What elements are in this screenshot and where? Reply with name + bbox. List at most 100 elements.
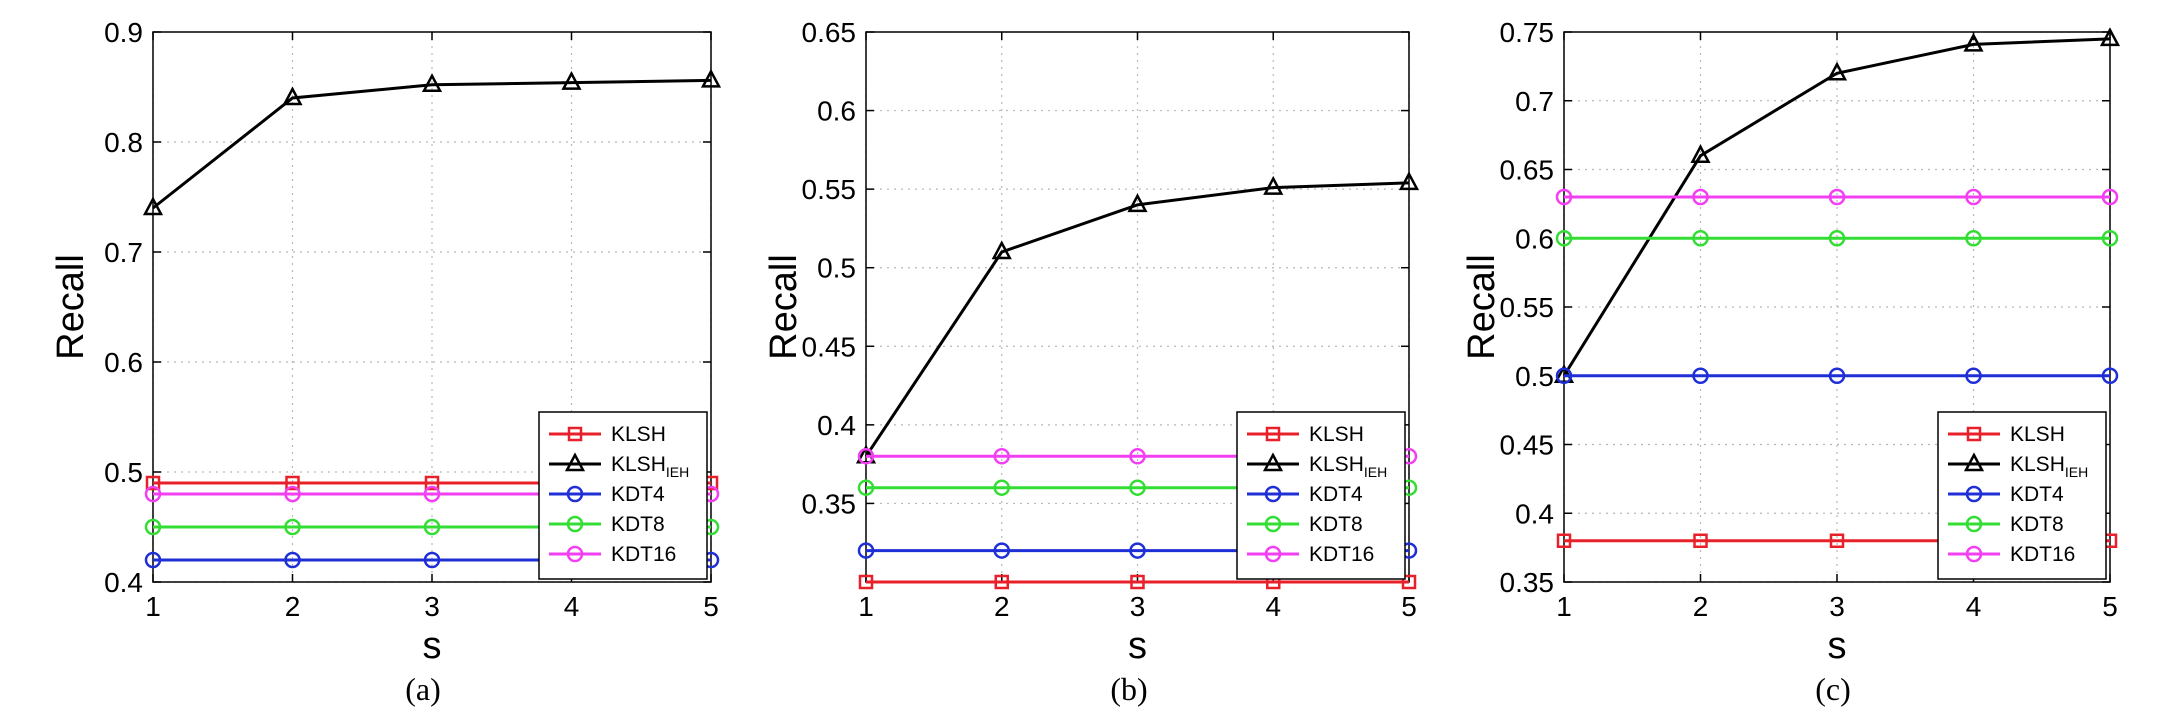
panel-caption: (c) <box>1815 671 1851 707</box>
data-point <box>1965 188 1982 206</box>
data-point <box>1555 367 1573 384</box>
legend-label: KLSHIEH <box>2010 453 2088 480</box>
legend-label: KLSH <box>1309 423 1364 446</box>
data-point <box>2101 367 2119 384</box>
y-tick-label: 0.5 <box>1515 361 1554 392</box>
y-tick-label: 0.65 <box>802 17 857 48</box>
y-tick-label: 0.55 <box>1500 292 1555 323</box>
legend-label-text: KDT16 <box>611 543 676 566</box>
data-point <box>1127 193 1148 213</box>
data-point <box>1555 230 1573 247</box>
series-line <box>864 181 1410 458</box>
legend-label: KDT16 <box>611 543 676 566</box>
series-klsh-ieh <box>142 68 722 216</box>
data-point <box>1556 533 1572 548</box>
legend-label-text: KDT8 <box>1309 513 1363 536</box>
series-kdt4 <box>1555 367 2119 384</box>
x-tick-label: 5 <box>1401 591 1417 622</box>
data-point <box>1693 533 1708 548</box>
x-tick-label: 1 <box>858 591 874 622</box>
data-point <box>1965 367 1982 384</box>
legend-label-text: KLSH <box>2010 453 2065 476</box>
data-point <box>144 518 162 536</box>
legend-label-text: KDT16 <box>1309 543 1374 566</box>
legend-label-text: KLSH <box>1309 453 1364 476</box>
legend-entry-klsh-ieh: KLSHIEH <box>1948 452 2088 480</box>
chart-panel-c: 1 2 3 4 5 0.35 0.4 0.45 0.5 0.55 0.6 0.65 0.7 0.75 s Re… <box>1461 17 2121 707</box>
series-line <box>152 78 712 210</box>
legend-marker <box>1966 426 1982 442</box>
panel-caption: (a) <box>405 671 441 707</box>
legend-entry-kdt8: KDT8 <box>1948 513 2064 536</box>
legend-label: KLSHIEH <box>611 453 689 480</box>
data-point <box>2101 230 2119 247</box>
data-point <box>993 448 1010 465</box>
legend-label: KDT16 <box>2010 543 2075 566</box>
x-tick-label: 3 <box>1130 591 1146 622</box>
data-point <box>2101 188 2119 206</box>
legend-marker <box>566 545 584 563</box>
data-point <box>1829 533 1845 548</box>
x-tick-label: 5 <box>2102 591 2118 622</box>
data-point <box>1263 175 1284 195</box>
panel-caption: (b) <box>1110 671 1147 707</box>
data-point <box>284 518 301 536</box>
legend-label-text: KLSH <box>1309 423 1364 446</box>
legend-entry-kdt16: KDT16 <box>1948 543 2075 566</box>
x-tick-label: 5 <box>703 591 719 622</box>
legend-label-text: KDT4 <box>1309 483 1363 506</box>
data-point <box>700 68 722 88</box>
legend-label-text: KLSH <box>611 423 666 446</box>
data-point <box>2099 27 2121 47</box>
data-point <box>1398 171 1420 191</box>
legend-marker <box>1965 515 1983 533</box>
data-point <box>858 574 874 590</box>
data-point <box>144 485 162 503</box>
data-point <box>421 73 443 93</box>
data-point <box>1692 367 1709 384</box>
x-tick-label: 1 <box>145 591 161 622</box>
y-axis-label: Recall <box>763 254 805 360</box>
legend-label: KDT4 <box>2010 483 2064 506</box>
legend-label: KDT4 <box>1309 483 1363 506</box>
data-point <box>1129 448 1146 465</box>
legend-marker <box>1965 545 1983 563</box>
legend-label-text: KLSH <box>2010 423 2065 446</box>
legend-label-text: KDT4 <box>2010 483 2064 506</box>
x-tick-label: 4 <box>1966 591 1982 622</box>
data-point <box>423 551 441 569</box>
y-tick-label: 0.6 <box>1515 223 1554 254</box>
y-tick-label: 0.4 <box>104 567 143 598</box>
legend-label-text: KLSH <box>611 453 666 476</box>
legend-label: KLSHIEH <box>1309 453 1387 480</box>
data-point <box>144 551 162 569</box>
data-point <box>1129 542 1146 559</box>
legend-entry-klsh-ieh: KLSHIEH <box>549 452 689 480</box>
legend-marker <box>566 515 584 533</box>
legend-label: KLSH <box>611 423 666 446</box>
series-line <box>1562 37 2111 377</box>
x-tick-label: 2 <box>285 591 301 622</box>
y-tick-label: 0.6 <box>104 347 143 378</box>
data-point <box>1401 574 1417 590</box>
legend-label-text: KDT4 <box>611 483 665 506</box>
data-point <box>1826 61 1848 81</box>
data-point <box>1555 188 1573 206</box>
data-point <box>857 448 875 465</box>
legend-entry-kdt4: KDT4 <box>549 483 665 506</box>
legend-label-text: KDT8 <box>611 513 665 536</box>
data-point <box>285 475 300 491</box>
y-tick-label: 0.6 <box>817 96 856 127</box>
y-tick-label: 0.7 <box>1515 86 1554 117</box>
legend-marker <box>1965 485 1983 503</box>
x-axis-label: s <box>1128 625 1147 667</box>
data-point <box>857 479 875 496</box>
legend-entry-kdt16: KDT16 <box>1247 543 1374 566</box>
legend-marker <box>567 426 583 442</box>
legend-marker <box>1262 452 1284 472</box>
legend-label: KDT4 <box>611 483 665 506</box>
y-tick-label: 0.4 <box>1515 498 1554 529</box>
legend-entry-klsh-ieh: KLSHIEH <box>1247 452 1387 480</box>
legend-entry-klsh: KLSH <box>549 423 666 446</box>
